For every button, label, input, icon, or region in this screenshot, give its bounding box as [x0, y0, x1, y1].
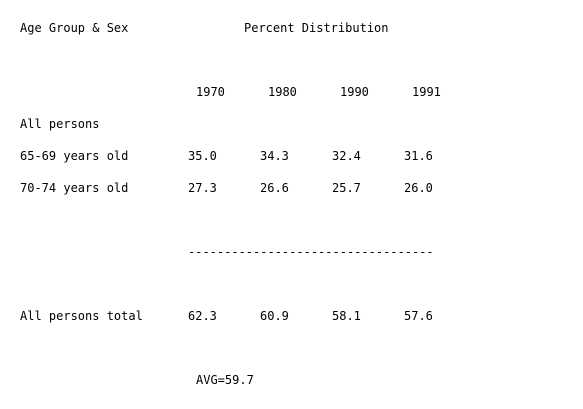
year-header-1991: 1991 [412, 85, 441, 99]
row-label-65-69: 65-69 years old [20, 149, 129, 163]
column-header-age-group: Age Group & Sex [20, 21, 129, 35]
total-cell: 57.6 [404, 309, 433, 323]
table-cell: 25.7 [332, 181, 361, 195]
row-label-70-74: 70-74 years old [20, 181, 129, 195]
table-cell: 31.6 [404, 149, 433, 163]
year-header-1970: 1970 [196, 85, 225, 99]
year-header-1990: 1990 [340, 85, 369, 99]
table-cell: 27.3 [188, 181, 217, 195]
row-label-all-persons: All persons [20, 117, 100, 131]
year-header-1980: 1980 [268, 85, 297, 99]
total-cell: 62.3 [188, 309, 217, 323]
table-cell: 35.0 [188, 149, 217, 163]
table-cell: 34.3 [260, 149, 289, 163]
column-header-percent-distribution: Percent Distribution [244, 21, 389, 35]
total-cell: 58.1 [332, 309, 361, 323]
total-cell: 60.9 [260, 309, 289, 323]
average-value: AVG=59.7 [196, 373, 254, 387]
table-cell: 26.0 [404, 181, 433, 195]
total-divider-line: ---------------------------------- [188, 245, 434, 259]
table-cell: 26.6 [260, 181, 289, 195]
table-cell: 32.4 [332, 149, 361, 163]
row-label-total: All persons total [20, 309, 143, 323]
